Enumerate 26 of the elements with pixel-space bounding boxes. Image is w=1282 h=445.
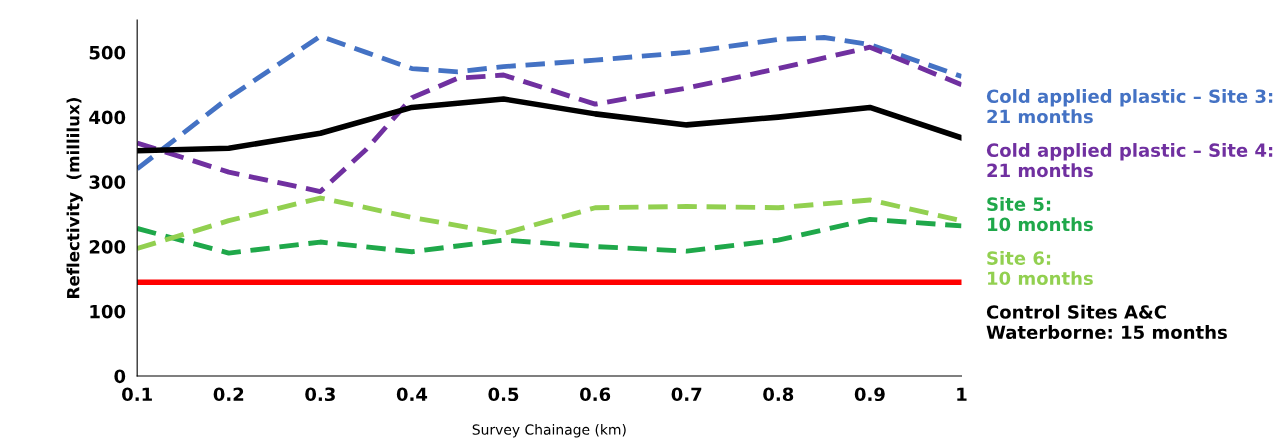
line-series (137, 216, 962, 256)
y-axis-title: Reflectivity (millilux) (66, 98, 83, 298)
x-tick-label: 0.2 (213, 387, 244, 402)
line-series (137, 33, 962, 172)
x-tick-label: 0.5 (488, 387, 519, 402)
series-label: Site 5: 10 months (987, 196, 1093, 232)
x-axis-title: Survey Chainage (km) (472, 424, 626, 438)
y-tick-label: 500 (89, 45, 126, 60)
text: Cold applied plastic – Site 4: 21 months (986, 143, 1273, 178)
x-tick-label: 0.7 (671, 387, 702, 402)
line-series (137, 44, 962, 194)
x-tick-label: 0.8 (763, 387, 794, 402)
x-tick-label: 0.6 (580, 387, 611, 402)
x-tick-label: 0.4 (396, 387, 428, 402)
y-tick-label: 100 (90, 304, 126, 319)
x-tick-label: 1 (957, 387, 967, 401)
y-tick-label: 400 (89, 110, 126, 125)
text: Site 6: 10 months (987, 250, 1093, 286)
x-tick-label: 0.9 (854, 387, 885, 402)
y-tick-label: 0 (114, 369, 126, 384)
text: Control Sites A&C Waterborne: 15 months (986, 304, 1227, 340)
y-tick-label: 300 (89, 175, 126, 189)
x-tick-label: 0.1 (122, 387, 152, 402)
x-tick-label: 0.3 (305, 387, 335, 402)
series-label: Cold applied plastic – Site 3: 21 months (986, 89, 1273, 124)
y-tick-label: 200 (89, 240, 126, 254)
